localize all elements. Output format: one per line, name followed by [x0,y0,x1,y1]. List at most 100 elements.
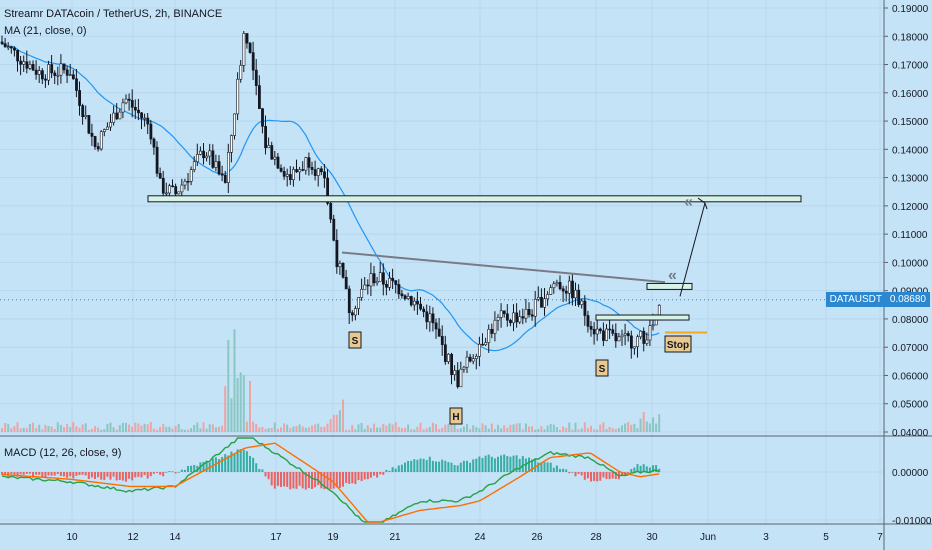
candle-body [561,288,565,292]
volume-bar [444,424,447,432]
volume-bar [472,425,475,432]
macd-histogram-bar [286,472,289,487]
candle-body [592,329,596,335]
time-tick-label: 24 [474,532,486,543]
volume-bar [388,423,391,432]
macd-histogram-bar [528,457,530,472]
candle-body [552,283,556,289]
volume-bar [35,428,38,432]
volume-bar [481,423,484,432]
candle-body [13,47,16,51]
candle-body [183,180,187,186]
macd-histogram-bar [125,472,127,482]
ma-21-line [1,43,660,352]
volume-bar [326,423,329,432]
candle-body [53,72,57,76]
macd-histogram-bar [332,472,335,489]
candle-body [468,356,472,362]
right-shoulder-label: S [599,364,606,375]
candle-body [431,313,435,324]
candle-body [96,146,100,150]
candle-body [28,64,32,69]
macd-histogram-bar [348,472,351,484]
volume-bar [267,428,270,432]
macd-histogram-bar [391,467,394,472]
volume-bar [252,421,255,432]
candle-body [282,171,286,177]
volume-bar [78,427,81,432]
macd-histogram-bar [28,472,31,474]
candle-body [419,303,423,310]
candle-body [496,316,500,321]
head-label-box [449,407,463,425]
candle-body [536,297,540,300]
macd-histogram-bar [385,469,388,472]
macd-histogram-bar [137,472,140,477]
volume-bar [509,424,512,432]
volume-bar [447,423,450,432]
candle-body [329,203,333,220]
candle-body [68,74,72,77]
time-tick-label: 26 [531,532,543,543]
macd-histogram-bar [574,472,577,477]
macd-histogram-bar [521,456,524,472]
volume-bar [276,428,279,432]
volume-bar [614,428,617,432]
volume-bar [208,424,211,432]
price-tick-label: 0.07000 [892,343,929,354]
macd-histogram-bar [72,472,75,479]
candle-body [409,296,413,306]
macd-histogram-bar [87,472,90,480]
macd-histogram-bar [4,472,7,475]
macd-histogram-bar [596,472,599,482]
macd-histogram-bar [90,472,93,478]
macd-histogram-bar [149,472,152,477]
candle-body [214,161,218,168]
candle-body [270,145,274,160]
macd-histogram-bar [652,465,654,472]
candle-body [75,78,78,91]
time-tick-label: 10 [66,532,78,543]
candle-body [571,280,574,299]
volume-bar [109,422,112,432]
candle-body [155,146,159,174]
time-tick-label: 28 [590,532,602,543]
macd-histogram-bar [106,472,109,477]
macd-histogram-bar [292,472,295,489]
macd-histogram-bar [500,455,503,472]
volume-bar [205,428,208,432]
volume-bar [292,426,295,432]
volume-bar [171,428,174,432]
time-tick-label: 17 [270,532,282,543]
volume-bar [428,427,431,432]
candle-body [248,42,252,53]
candle-body [484,342,488,346]
candle-body [381,272,385,285]
volume-bar [645,421,648,432]
macd-histogram-bar [357,472,360,481]
macd-histogram-bar [562,468,565,472]
candle-body [10,46,13,49]
candle-body [636,336,640,348]
macd-tick-label: -0.01000 [892,516,932,527]
candle-body [474,356,478,359]
time-tick-label: 5 [823,532,829,543]
price-tick-label: 0.10000 [892,258,929,269]
volume-bar [32,422,34,432]
candle-body [657,305,661,316]
macd-histogram-bar [323,472,326,490]
candle-body [583,300,587,316]
macd-histogram-bar [239,449,242,472]
volume-bar [94,426,96,432]
volume-bar [4,422,7,432]
volume-bar [255,423,258,432]
candle-body [338,263,342,268]
drawing-overlays[interactable]: « « S H S Stop [147,194,802,425]
macd-histogram-bar [304,472,307,490]
volume-bar [75,426,78,432]
volume-bars [1,329,661,432]
candle-body [580,300,584,305]
macd-histogram-bar [245,451,248,472]
macd-histogram-bar [338,472,341,488]
